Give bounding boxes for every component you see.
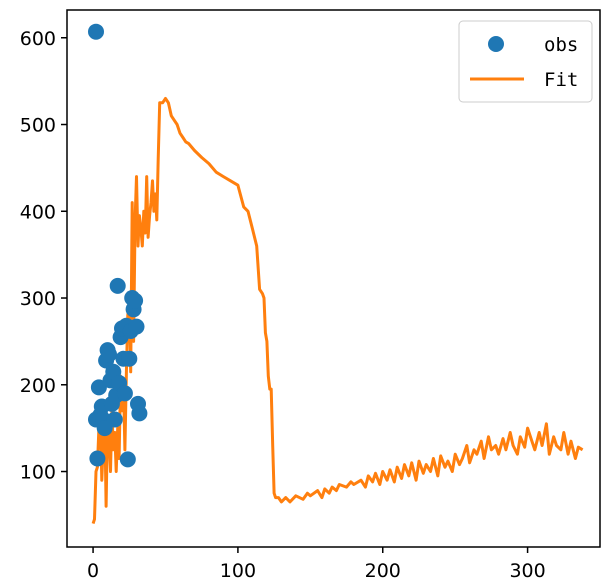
x-tick-label: 100	[220, 560, 256, 582]
obs-point	[116, 385, 133, 402]
obs-point	[128, 318, 145, 335]
y-tick-label: 400	[20, 201, 56, 223]
legend-fit-label: Fit	[544, 69, 578, 91]
y-tick-label: 500	[20, 115, 56, 137]
obs-point	[101, 346, 117, 363]
axes-frame	[66, 9, 601, 548]
obs-point	[89, 450, 106, 467]
obs-point	[119, 451, 136, 468]
x-tick-label: 200	[365, 560, 401, 582]
fit-line-layer	[91, 97, 584, 525]
obs-point	[121, 350, 138, 367]
obs-point	[127, 292, 144, 309]
y-tick-label: 300	[20, 288, 56, 310]
fit-line	[91, 97, 584, 525]
obs-point	[88, 23, 104, 40]
obs-points-layer	[88, 23, 148, 468]
y-tick-label: 200	[20, 375, 56, 397]
obs-point	[106, 411, 123, 428]
legend: obs Fit	[458, 20, 593, 103]
legend-obs-marker	[488, 36, 504, 52]
y-tick-label: 100	[20, 462, 56, 484]
y-tick-label: 600	[20, 28, 56, 50]
x-tick-label: 300	[509, 560, 545, 582]
legend-obs-label: obs	[544, 34, 578, 56]
obs-point	[109, 277, 126, 294]
obs-point	[90, 379, 107, 396]
y-axis-ticks: 100 200 300 400 500 600	[20, 28, 67, 484]
obs-point	[131, 405, 148, 422]
x-axis-ticks: 0 100 200 300	[87, 547, 546, 582]
x-tick-label: 0	[87, 560, 99, 582]
